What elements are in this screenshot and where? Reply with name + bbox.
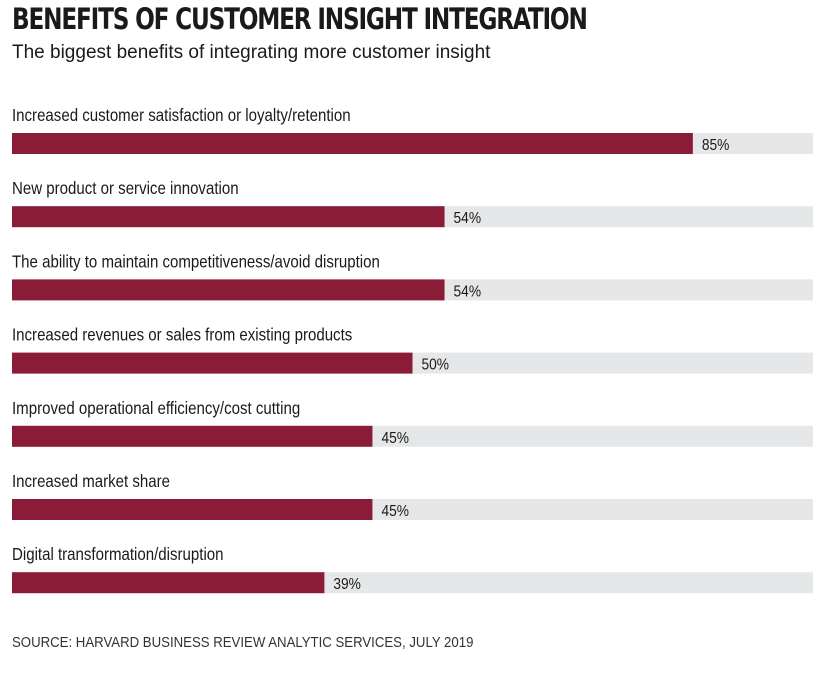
- bar-3: [12, 352, 413, 374]
- category-label-3: Increased revenues or sales from existin…: [12, 326, 352, 345]
- chart-title: BENEFITS OF CUSTOMER INSIGHT INTEGRATION: [12, 2, 588, 36]
- category-label-2: The ability to maintain competitiveness/…: [12, 252, 380, 271]
- category-label-1: New product or service innovation: [12, 179, 239, 198]
- bar-0: [12, 133, 693, 154]
- chart-subtitle: The biggest benefits of integrating more…: [12, 42, 491, 63]
- value-label-0: 85%: [702, 136, 730, 154]
- value-label-6: 39%: [333, 575, 361, 593]
- value-label-4: 45%: [381, 429, 409, 447]
- bar-5: [12, 499, 373, 520]
- value-label-1: 54%: [454, 209, 482, 227]
- value-label-2: 54%: [454, 282, 482, 300]
- category-label-4: Improved operational efficiency/cost cut…: [12, 399, 300, 418]
- category-label-6: Digital transformation/disruption: [12, 545, 224, 564]
- source-note: SOURCE: HARVARD BUSINESS REVIEW ANALYTIC…: [12, 634, 474, 651]
- bar-2: [12, 279, 445, 301]
- bar-1: [12, 206, 445, 228]
- category-label-5: Increased market share: [12, 472, 170, 491]
- bar-6: [12, 572, 325, 594]
- category-label-0: Increased customer satisfaction or loyal…: [12, 106, 351, 125]
- value-label-3: 50%: [421, 356, 449, 374]
- value-label-5: 45%: [381, 502, 409, 520]
- bar-4: [12, 425, 373, 447]
